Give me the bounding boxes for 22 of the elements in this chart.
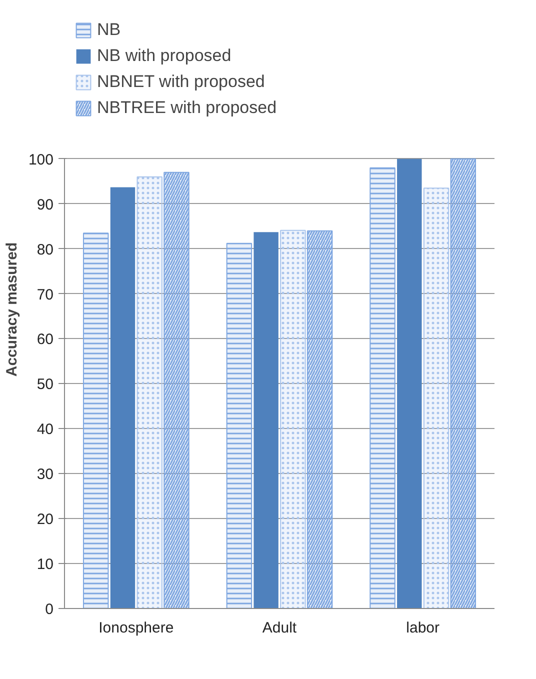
y-tick-label: 100 xyxy=(28,151,54,168)
legend-label: NB with proposed xyxy=(97,46,232,66)
y-tick-label: 60 xyxy=(36,331,54,348)
y-tick-label: 50 xyxy=(36,376,54,394)
legend-label: NBNET with proposed xyxy=(97,72,265,92)
x-tick-label: Adult xyxy=(262,620,298,636)
bar xyxy=(397,158,422,608)
y-tick-label: 40 xyxy=(36,421,54,438)
y-tick-label: 80 xyxy=(36,241,54,258)
y-tick-label: 70 xyxy=(36,286,54,304)
y-tick-label: 10 xyxy=(36,556,54,574)
y-axis-title: Accuracy masured xyxy=(3,242,20,377)
legend-label: NBTREE with proposed xyxy=(97,98,277,118)
y-tick-label: 20 xyxy=(36,511,54,528)
x-tick-label: Ionosphere xyxy=(98,620,174,636)
legend-label: NB xyxy=(97,20,121,40)
x-tick-label: labor xyxy=(406,620,440,636)
bar xyxy=(254,232,278,608)
bar xyxy=(110,187,136,608)
y-tick-label: 30 xyxy=(36,466,54,484)
y-tick-label: 90 xyxy=(36,196,54,214)
y-tick-label: 0 xyxy=(45,601,54,618)
